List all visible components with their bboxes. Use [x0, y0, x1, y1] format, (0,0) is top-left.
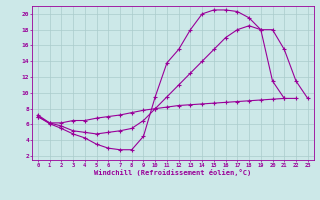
X-axis label: Windchill (Refroidissement éolien,°C): Windchill (Refroidissement éolien,°C)	[94, 169, 252, 176]
